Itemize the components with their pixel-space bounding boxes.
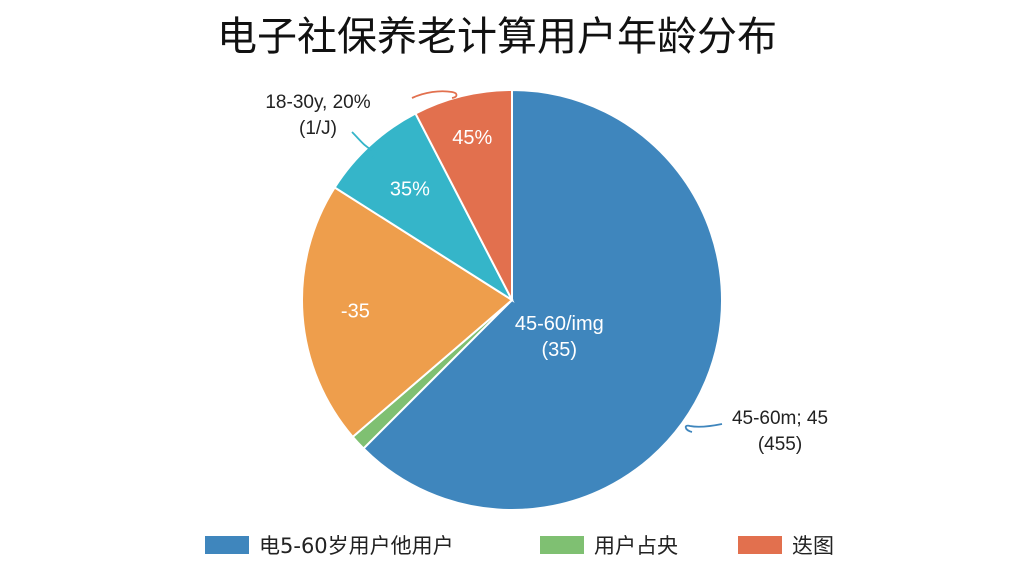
slice-label-2-0: -35 <box>341 301 370 323</box>
slice-label-4-0: 45% <box>452 127 492 149</box>
pie-slice-0 <box>362 88 723 511</box>
annotation-connector-0 <box>351 131 377 159</box>
annotation-label-0-1: (1/J) <box>299 118 337 139</box>
pie-slices <box>301 88 723 511</box>
slice-labels: 45-60/img (35) -35 35% 45% <box>341 127 604 361</box>
annotation-label-0-0: 18-30y, 20% <box>265 92 370 113</box>
legend-label-2: 迭图 <box>792 534 834 558</box>
slice-label-0-0: 45-60/img <box>515 313 604 335</box>
legend-swatch-2 <box>738 536 782 554</box>
annotation-connector-1 <box>684 423 723 433</box>
slice-label-3-0: 35% <box>390 178 430 200</box>
annotation-connector-red <box>411 90 458 99</box>
legend-label-1: 用户占央 <box>594 534 678 558</box>
annotations: 18-30y, 20% (1/J) 45-60m; 45 (455) <box>265 90 828 455</box>
slice-label-0-1: (35) <box>542 339 578 361</box>
annotation-label-1-0: 45-60m; 45 <box>732 408 828 429</box>
legend-swatch-0 <box>205 536 249 554</box>
chart-title: 电子社保养老计算用户年龄分布 <box>217 14 777 60</box>
pie-slice-4 <box>414 88 513 301</box>
legend-label-0: 电5-60岁用户他用户 <box>259 534 454 558</box>
pie-slice-2 <box>301 186 514 439</box>
legend: 电5-60岁用户他用户 用户占央 迭图 <box>205 534 834 558</box>
annotation-label-1-1: (455) <box>758 434 802 455</box>
legend-swatch-1 <box>540 536 584 554</box>
pie-slice-3 <box>333 112 515 303</box>
